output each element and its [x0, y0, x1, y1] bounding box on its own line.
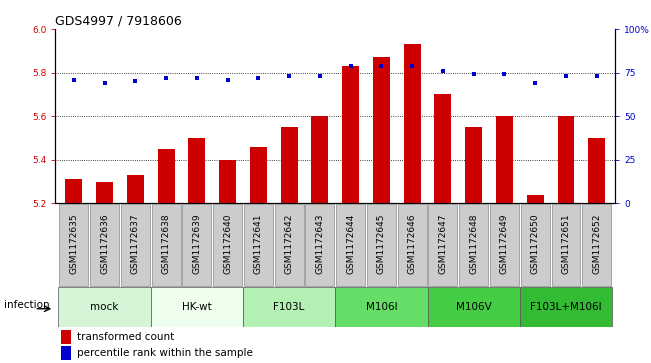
- FancyBboxPatch shape: [90, 204, 119, 286]
- Text: infection: infection: [5, 300, 50, 310]
- Bar: [250, 147, 267, 203]
- Text: GSM1172635: GSM1172635: [69, 213, 78, 274]
- Bar: [465, 127, 482, 203]
- Bar: [373, 57, 390, 203]
- Bar: [61, 330, 71, 344]
- Text: GSM1172645: GSM1172645: [377, 213, 386, 274]
- FancyBboxPatch shape: [150, 287, 243, 327]
- Bar: [557, 116, 574, 203]
- Text: GSM1172651: GSM1172651: [561, 213, 570, 274]
- Text: GSM1172642: GSM1172642: [284, 213, 294, 274]
- Text: GSM1172636: GSM1172636: [100, 213, 109, 274]
- FancyBboxPatch shape: [459, 204, 488, 286]
- FancyBboxPatch shape: [335, 287, 428, 327]
- Bar: [281, 127, 298, 203]
- Text: mock: mock: [90, 302, 118, 312]
- FancyBboxPatch shape: [182, 204, 212, 286]
- FancyBboxPatch shape: [305, 204, 335, 286]
- Text: GSM1172646: GSM1172646: [408, 213, 417, 274]
- Bar: [434, 94, 451, 203]
- FancyBboxPatch shape: [490, 204, 519, 286]
- Bar: [61, 346, 71, 360]
- Bar: [127, 175, 144, 203]
- Text: F103L: F103L: [273, 302, 305, 312]
- Text: GSM1172650: GSM1172650: [531, 213, 540, 274]
- Text: M106I: M106I: [366, 302, 397, 312]
- Bar: [96, 182, 113, 203]
- FancyBboxPatch shape: [121, 204, 150, 286]
- FancyBboxPatch shape: [551, 204, 581, 286]
- FancyBboxPatch shape: [59, 204, 89, 286]
- Bar: [311, 116, 328, 203]
- FancyBboxPatch shape: [59, 287, 150, 327]
- FancyBboxPatch shape: [398, 204, 426, 286]
- Text: transformed count: transformed count: [77, 332, 174, 342]
- Text: GDS4997 / 7918606: GDS4997 / 7918606: [55, 15, 182, 28]
- Bar: [342, 66, 359, 203]
- Text: GSM1172652: GSM1172652: [592, 213, 602, 274]
- Text: GSM1172648: GSM1172648: [469, 213, 478, 274]
- FancyBboxPatch shape: [367, 204, 396, 286]
- Text: GSM1172639: GSM1172639: [192, 213, 201, 274]
- Bar: [188, 138, 205, 203]
- Text: GSM1172647: GSM1172647: [438, 213, 447, 274]
- Text: GSM1172641: GSM1172641: [254, 213, 263, 274]
- Bar: [496, 116, 513, 203]
- FancyBboxPatch shape: [582, 204, 611, 286]
- Text: percentile rank within the sample: percentile rank within the sample: [77, 348, 253, 358]
- Bar: [65, 179, 82, 203]
- FancyBboxPatch shape: [428, 287, 520, 327]
- FancyBboxPatch shape: [520, 287, 612, 327]
- Text: GSM1172643: GSM1172643: [315, 213, 324, 274]
- Text: M106V: M106V: [456, 302, 492, 312]
- Bar: [158, 149, 174, 203]
- Text: GSM1172644: GSM1172644: [346, 213, 355, 274]
- Bar: [404, 44, 421, 203]
- Bar: [589, 138, 605, 203]
- FancyBboxPatch shape: [428, 204, 458, 286]
- FancyBboxPatch shape: [244, 204, 273, 286]
- Bar: [219, 160, 236, 203]
- FancyBboxPatch shape: [275, 204, 303, 286]
- FancyBboxPatch shape: [152, 204, 180, 286]
- FancyBboxPatch shape: [521, 204, 549, 286]
- Text: GSM1172649: GSM1172649: [500, 213, 509, 274]
- FancyBboxPatch shape: [336, 204, 365, 286]
- Text: HK-wt: HK-wt: [182, 302, 212, 312]
- FancyBboxPatch shape: [243, 287, 335, 327]
- Bar: [527, 195, 544, 203]
- Text: GSM1172638: GSM1172638: [161, 213, 171, 274]
- Text: GSM1172637: GSM1172637: [131, 213, 140, 274]
- Text: F103L+M106I: F103L+M106I: [530, 302, 602, 312]
- Text: GSM1172640: GSM1172640: [223, 213, 232, 274]
- FancyBboxPatch shape: [213, 204, 242, 286]
